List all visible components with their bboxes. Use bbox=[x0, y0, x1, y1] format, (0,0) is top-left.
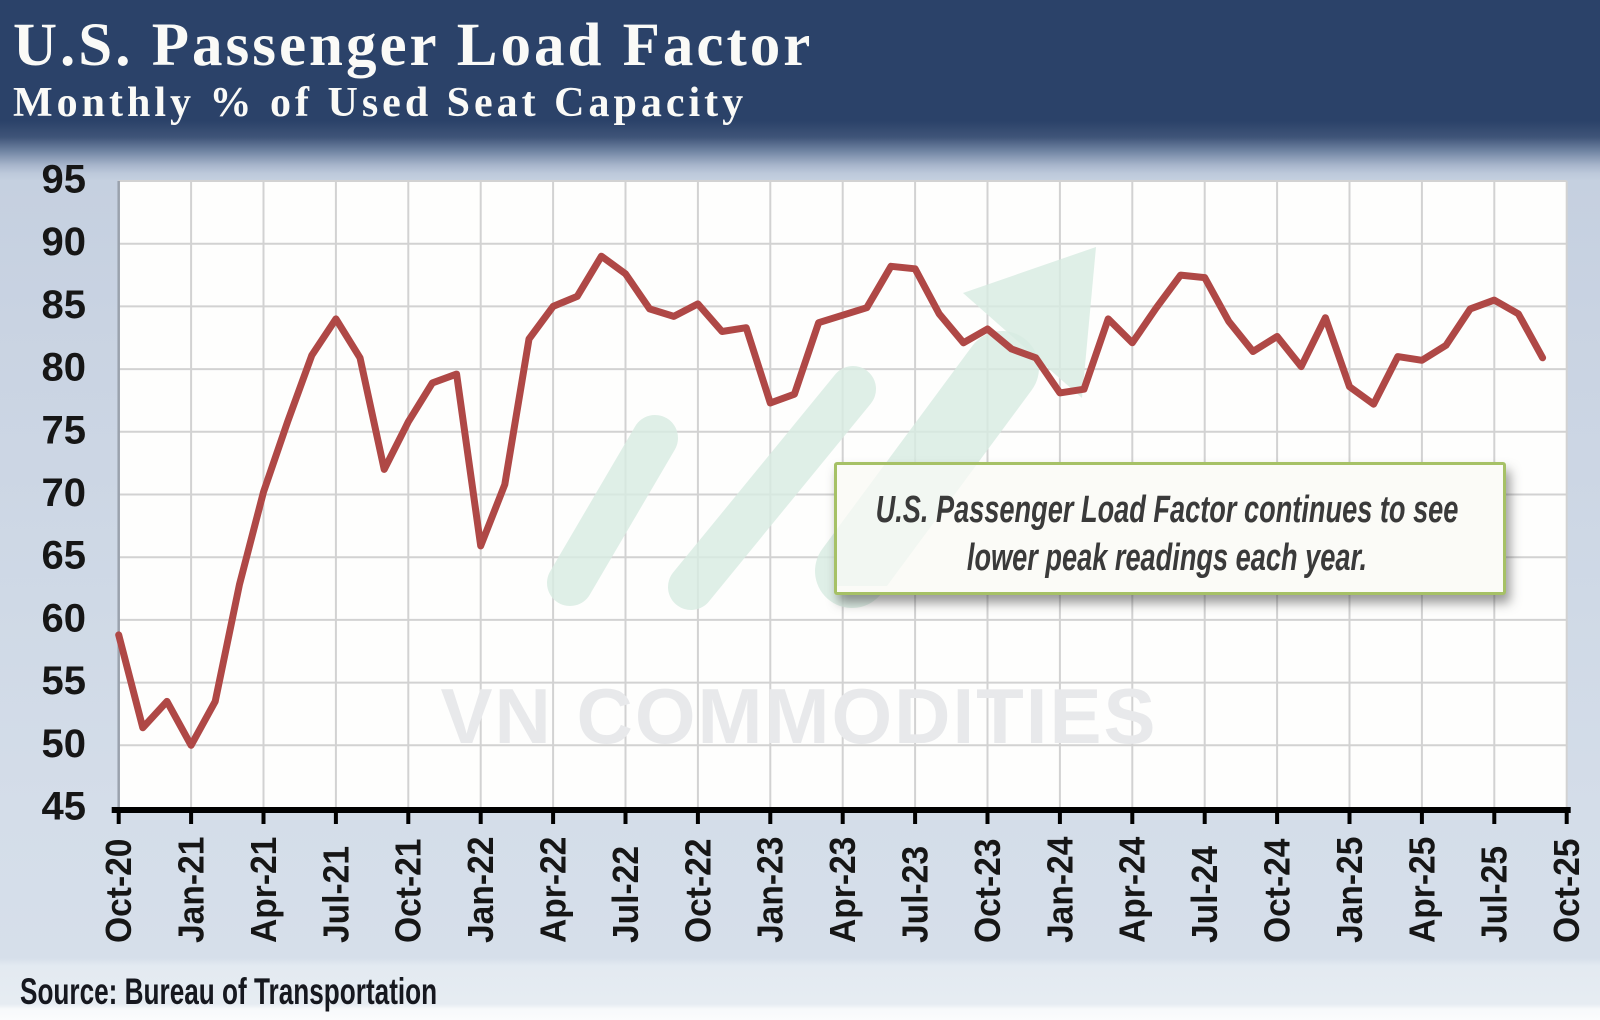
svg-text:Oct-22: Oct-22 bbox=[678, 839, 718, 943]
svg-text:50: 50 bbox=[42, 722, 87, 766]
svg-text:95: 95 bbox=[42, 158, 87, 202]
svg-text:Jul-21: Jul-21 bbox=[316, 846, 356, 943]
svg-text:55: 55 bbox=[42, 659, 87, 703]
svg-text:75: 75 bbox=[42, 408, 87, 452]
svg-text:Apr-25: Apr-25 bbox=[1402, 837, 1442, 943]
svg-text:Apr-24: Apr-24 bbox=[1113, 836, 1153, 943]
svg-text:85: 85 bbox=[42, 283, 87, 327]
svg-text:Apr-21: Apr-21 bbox=[244, 837, 284, 943]
svg-text:Oct-20: Oct-20 bbox=[99, 839, 139, 943]
svg-text:65: 65 bbox=[42, 534, 87, 578]
svg-text:90: 90 bbox=[42, 220, 87, 264]
svg-text:Jan-24: Jan-24 bbox=[1040, 836, 1080, 943]
svg-text:Jul-24: Jul-24 bbox=[1185, 845, 1225, 943]
svg-text:Oct-25: Oct-25 bbox=[1547, 839, 1587, 943]
svg-text:Jul-25: Jul-25 bbox=[1475, 846, 1515, 943]
svg-text:Apr-23: Apr-23 bbox=[823, 837, 863, 943]
svg-text:Jan-23: Jan-23 bbox=[751, 837, 791, 943]
svg-text:Jan-22: Jan-22 bbox=[461, 837, 501, 943]
svg-text:60: 60 bbox=[42, 596, 87, 640]
svg-text:Jul-23: Jul-23 bbox=[895, 846, 935, 943]
svg-text:VN COMMODITIES: VN COMMODITIES bbox=[440, 672, 1157, 760]
svg-text:Oct-24: Oct-24 bbox=[1257, 838, 1297, 943]
svg-text:45: 45 bbox=[42, 785, 87, 829]
svg-text:Jul-22: Jul-22 bbox=[606, 846, 646, 943]
svg-text:Jan-21: Jan-21 bbox=[171, 837, 211, 943]
svg-text:Oct-21: Oct-21 bbox=[389, 839, 429, 943]
svg-text:Oct-23: Oct-23 bbox=[968, 839, 1008, 943]
svg-text:80: 80 bbox=[42, 346, 87, 390]
svg-text:70: 70 bbox=[42, 471, 87, 515]
svg-text:Jan-25: Jan-25 bbox=[1330, 837, 1370, 943]
svg-text:Apr-22: Apr-22 bbox=[533, 837, 573, 943]
